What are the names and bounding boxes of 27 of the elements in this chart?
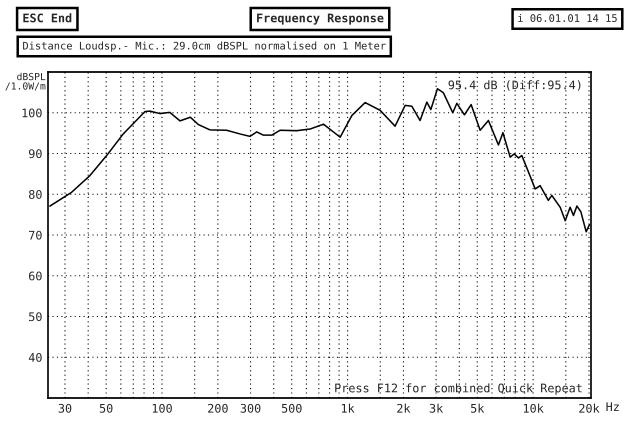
x-axis-title: Hz [606, 402, 619, 411]
y-tick-label: 50 [29, 312, 42, 322]
x-tick-label: 50 [100, 404, 112, 413]
x-tick-label: 10k [524, 404, 544, 413]
x-tick-label: 30 [58, 404, 72, 413]
annotation: Press F12 for combined Quick Repeat [335, 383, 582, 395]
x-tick-label: 100 [152, 404, 172, 413]
text: i 06.01.01 14 15 [518, 14, 617, 22]
x-tick-label: 5k [471, 404, 484, 413]
x-tick-label: 300 [240, 404, 260, 413]
y-tick-label: 100 [22, 108, 42, 118]
x-tick-label: 200 [208, 404, 228, 413]
x-tick-label: 1k [342, 404, 355, 413]
y-axis-title: dBSPL /1.0W/m [5, 72, 46, 90]
y-tick-label: 60 [28, 272, 42, 280]
chart-title: Frequency Response [257, 14, 384, 25]
text: ESC End [23, 13, 72, 22]
x-tick-label: 2k [397, 404, 410, 413]
x-tick-label: 500 [282, 404, 302, 413]
y-tick-label: 80 [28, 190, 42, 199]
text: Distance Loudsp.- Mic.: 29.0cm dBSPL normalised on 1 Meter [23, 41, 386, 52]
y-tick-label: 90 [28, 149, 42, 158]
x-tick-label: 20k [579, 404, 600, 413]
y-tick-label: 70 [29, 230, 42, 240]
y-tick-label: 40 [28, 353, 42, 362]
annotation: 95.4 dB (Diff:95.4) [448, 80, 580, 91]
x-tick-label: 3k [430, 404, 444, 413]
